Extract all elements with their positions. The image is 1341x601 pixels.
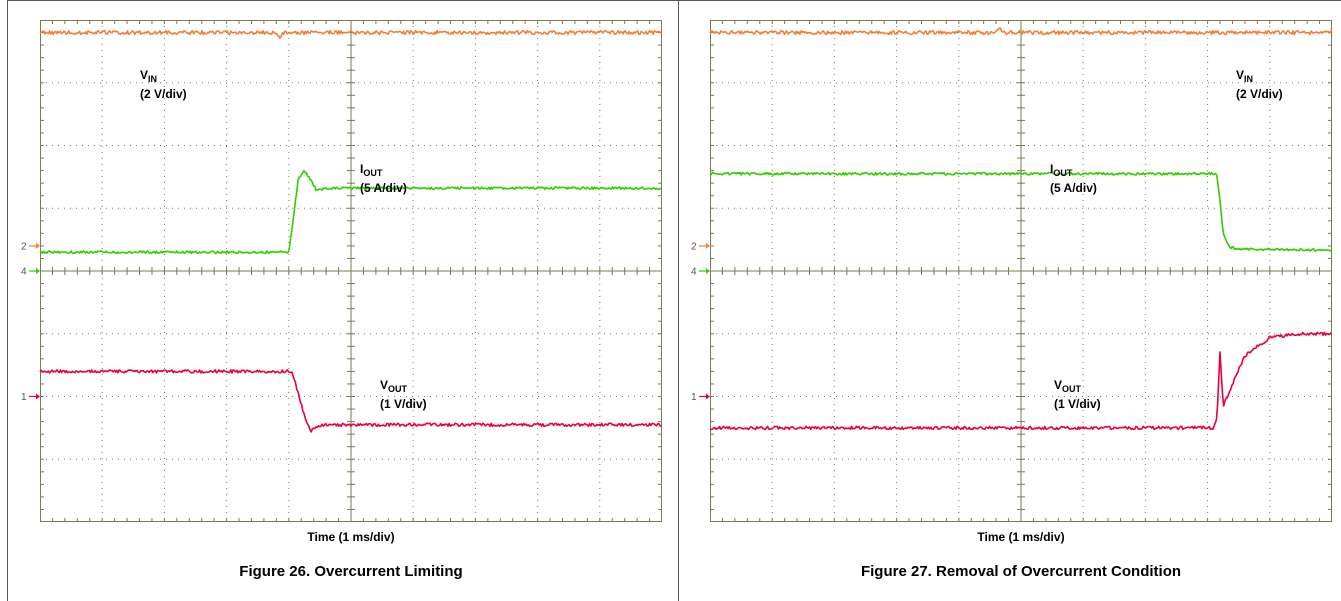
- scope-plot: 2 4 1: [21, 20, 663, 522]
- vin-trace: [709, 27, 1332, 36]
- channel-marker-label: 1: [21, 392, 27, 403]
- channel-marker-label: 2: [21, 241, 27, 252]
- vin-label: VIN (2 V/div): [1236, 68, 1283, 101]
- vout-trace: [39, 369, 662, 433]
- vout-scale: (1 V/div): [380, 397, 427, 411]
- channel-marker-arrow: [706, 242, 710, 249]
- figure-caption: Figure 27. Removal of Overcurrent Condit…: [860, 563, 1182, 580]
- iout-symbol: I: [1050, 162, 1054, 176]
- channel-marker-arrow: [706, 268, 710, 274]
- channel-marker-2: 2: [691, 241, 710, 252]
- figure-caption: Figure 26. Overcurrent Limiting: [239, 563, 463, 580]
- vout-label: VOUT (1 V/div): [1054, 378, 1101, 411]
- vin-subscript: IN: [1244, 74, 1254, 84]
- channel-marker-label: 4: [691, 267, 697, 278]
- vin-trace: [39, 29, 663, 39]
- channel-marker-label: 1: [691, 392, 697, 403]
- channel-marker-arrow: [36, 242, 40, 249]
- scope-screen: 2 4 1: [21, 20, 663, 522]
- iout-scale: (5 A/div): [360, 181, 407, 195]
- vin-scale: (2 V/div): [140, 87, 187, 101]
- vin-subscript: IN: [148, 74, 158, 84]
- iout-label: IOUT (5 A/div): [360, 162, 407, 195]
- iout-trace: [709, 171, 1332, 252]
- channel-marker-label: 4: [21, 267, 27, 278]
- vout-subscript: OUT: [388, 384, 408, 394]
- vout-label: VOUT (1 V/div): [380, 378, 427, 411]
- vin-scale: (2 V/div): [1236, 87, 1283, 101]
- channel-marker-label: 2: [691, 241, 697, 252]
- vout-scale: (1 V/div): [1054, 397, 1101, 411]
- left-border: [7, 0, 8, 601]
- channel-marker-4: 4: [691, 267, 710, 278]
- channel-marker-arrow: [36, 393, 40, 400]
- vout-symbol: V: [1054, 378, 1063, 392]
- vin-label: VIN (2 V/div): [140, 68, 187, 101]
- scope-screen: 2 4 1: [691, 20, 1332, 522]
- vout-trace: [710, 331, 1332, 431]
- vin-symbol: V: [1236, 68, 1245, 82]
- iout-label: IOUT (5 A/div): [1050, 162, 1097, 195]
- channel-marker-1: 1: [691, 392, 710, 403]
- channel-marker-4: 4: [21, 267, 40, 278]
- iout-scale: (5 A/div): [1050, 181, 1097, 195]
- channel-marker-arrow: [36, 268, 40, 274]
- iout-subscript: OUT: [363, 168, 383, 178]
- vout-symbol: V: [380, 378, 389, 392]
- channel-marker-1: 1: [21, 392, 40, 403]
- vin-symbol: V: [140, 68, 149, 82]
- iout-symbol: I: [360, 162, 364, 176]
- x-axis-label: Time (1 ms/div): [307, 530, 395, 544]
- center-divider: [678, 0, 679, 601]
- channel-marker-2: 2: [21, 241, 40, 252]
- iout-trace: [39, 169, 662, 255]
- x-axis-label: Time (1 ms/div): [977, 530, 1065, 544]
- vout-subscript: OUT: [1062, 384, 1082, 394]
- top-border: [7, 0, 1341, 1]
- channel-marker-arrow: [706, 393, 710, 400]
- scope-plot: 2 4 1: [691, 20, 1332, 522]
- iout-subscript: OUT: [1053, 168, 1073, 178]
